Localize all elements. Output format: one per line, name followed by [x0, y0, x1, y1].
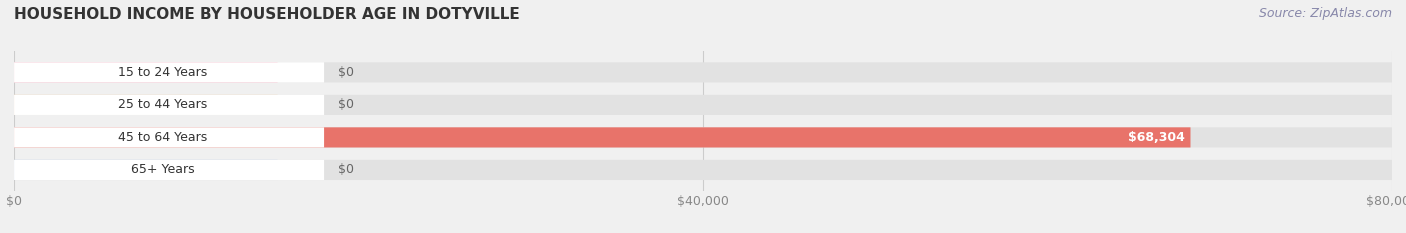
- Text: $0: $0: [337, 98, 354, 111]
- Text: $68,304: $68,304: [1128, 131, 1185, 144]
- Text: 45 to 64 Years: 45 to 64 Years: [118, 131, 208, 144]
- FancyBboxPatch shape: [14, 62, 325, 82]
- Text: 65+ Years: 65+ Years: [131, 163, 194, 176]
- FancyBboxPatch shape: [14, 95, 1392, 115]
- FancyBboxPatch shape: [14, 62, 1392, 82]
- FancyBboxPatch shape: [14, 127, 1392, 147]
- Text: 15 to 24 Years: 15 to 24 Years: [118, 66, 208, 79]
- FancyBboxPatch shape: [14, 160, 277, 180]
- FancyBboxPatch shape: [14, 95, 277, 115]
- Text: $0: $0: [337, 163, 354, 176]
- FancyBboxPatch shape: [14, 160, 1392, 180]
- Text: Source: ZipAtlas.com: Source: ZipAtlas.com: [1258, 7, 1392, 20]
- FancyBboxPatch shape: [14, 127, 325, 147]
- Text: 25 to 44 Years: 25 to 44 Years: [118, 98, 208, 111]
- FancyBboxPatch shape: [14, 127, 1191, 147]
- Text: HOUSEHOLD INCOME BY HOUSEHOLDER AGE IN DOTYVILLE: HOUSEHOLD INCOME BY HOUSEHOLDER AGE IN D…: [14, 7, 520, 22]
- FancyBboxPatch shape: [14, 62, 277, 82]
- FancyBboxPatch shape: [14, 160, 325, 180]
- Text: $0: $0: [337, 66, 354, 79]
- FancyBboxPatch shape: [14, 95, 325, 115]
